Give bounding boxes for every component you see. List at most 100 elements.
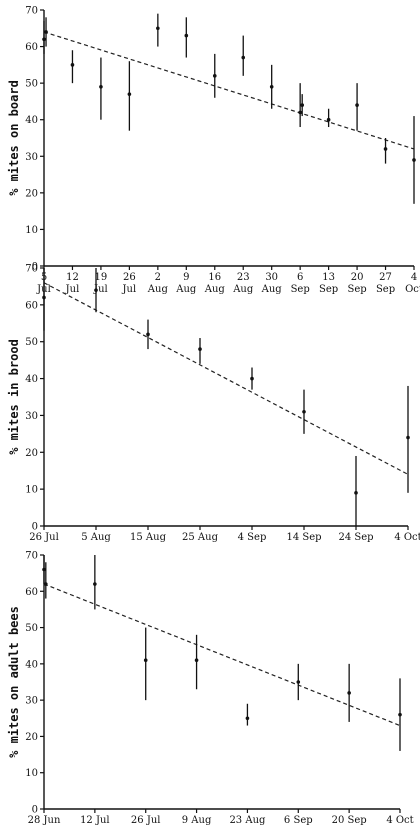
chart1-x-tick-label-month: Jul — [65, 284, 80, 295]
chart1-x-tick-label-month: Oct — [405, 284, 420, 295]
chart2-y-tick-label: 30 — [25, 411, 38, 422]
chart1-data-point — [212, 74, 217, 78]
chart1-y-tick-label: 30 — [25, 152, 38, 163]
chart3-y-tick-label: 50 — [25, 623, 38, 634]
chart3-y-tick-label: 40 — [25, 659, 38, 670]
chart2-y-tick-label: 0 — [32, 522, 38, 533]
chart1-x-tick-label: 6 — [297, 272, 303, 283]
chart1-x-tick-label-month: Sep — [319, 284, 338, 295]
chart2-data-point — [42, 295, 46, 300]
chart2-trend-line — [43, 282, 409, 475]
chart3-y-tick-label: 20 — [25, 732, 38, 743]
chart1-y-tick-label: 20 — [25, 188, 38, 199]
chart1-x-tick-label: 27 — [379, 272, 392, 283]
chart2-data-point — [250, 376, 254, 381]
chart1-trend-line — [43, 31, 415, 150]
chart1-x-tick-label: 20 — [351, 272, 364, 283]
chart3-x-tick-label: 9 Aug — [182, 815, 212, 826]
chart1-y-tick-label: 10 — [25, 225, 38, 236]
chart1-x-tick-label: 12 — [66, 272, 79, 283]
chart1-data-point — [412, 158, 416, 162]
chart1-x-tick-label: 19 — [95, 272, 108, 283]
chart1-y-tick-label: 70 — [25, 6, 38, 17]
chart3-data-point — [143, 658, 148, 663]
chart1-x-tick-label-month: Aug — [204, 284, 226, 295]
chart1-x-tick-label: 23 — [237, 272, 250, 283]
chart2-y-tick-label: 50 — [25, 337, 38, 348]
chart2-data-point — [94, 288, 98, 292]
chart1-x-tick-label-month: Aug — [261, 284, 283, 295]
chart1-y-tick-label: 0 — [32, 262, 38, 273]
chart3-data-point — [194, 658, 199, 663]
chart1-x-tick-label: 30 — [265, 272, 278, 283]
chart2-y-tick-label: 10 — [25, 485, 38, 496]
chart3-x-tick-label: 23 Aug — [229, 815, 266, 826]
chart2-x-tick-label: 26 Jul — [29, 532, 59, 543]
chart1-data-point — [127, 92, 132, 96]
chart1-data-point — [269, 85, 274, 89]
chart2-y-tick-label: 40 — [25, 374, 38, 385]
chart1-data-point — [326, 117, 331, 122]
chart2-x-tick-label: 25 Aug — [182, 532, 219, 543]
chart1-y-tick-label: 60 — [25, 42, 38, 53]
chart3-y-tick-label: 0 — [32, 805, 38, 816]
chart1-x-tick-label: 2 — [155, 272, 161, 283]
chart1-x-tick-label-month: Aug — [232, 284, 254, 295]
chart2-y-axis-title: % mites in brood — [7, 339, 21, 455]
chart2-data-point — [406, 435, 410, 440]
chart1-data-point — [298, 110, 302, 115]
chart3-y-tick-label: 60 — [25, 587, 38, 598]
chart3-x-tick-label: 20 Sep — [332, 815, 367, 826]
chart3-x-tick-label: 6 Sep — [284, 815, 313, 826]
chart1-x-tick-label: 26 — [123, 272, 136, 283]
chart2-data-point — [198, 347, 202, 351]
chart2-data-point — [354, 491, 358, 495]
chart1-x-tick-label: 9 — [183, 272, 189, 283]
chart3-y-tick-label: 30 — [25, 696, 38, 707]
chart3-x-tick-label: 4 Oct — [386, 815, 413, 826]
chart3-data-point — [296, 680, 301, 684]
chart1-data-point — [44, 30, 48, 34]
chart3-y-axis-title: % mites on adult bees — [7, 606, 21, 758]
chart2-data-point — [146, 332, 150, 337]
chart1-data-point — [355, 103, 359, 107]
chart2-data-point — [302, 409, 306, 414]
chart1-x-tick-label-month: Sep — [376, 284, 395, 295]
chart2-x-tick-label: 5 Aug — [81, 532, 111, 543]
chart1-x-tick-label: 16 — [208, 272, 221, 283]
chart1-x-tick-label-month: Aug — [147, 284, 169, 295]
chart1-x-tick-label-month: Jul — [122, 284, 137, 295]
chart1-y-tick-label: 50 — [25, 79, 38, 90]
chart3-y-tick-label: 70 — [25, 551, 38, 562]
chart2-y-tick-label: 70 — [25, 264, 38, 275]
chart3-data-point — [44, 582, 48, 586]
chart1-data-point — [241, 55, 246, 60]
chart3-data-point — [42, 567, 46, 572]
chart2-x-tick-label: 4 Sep — [238, 532, 267, 543]
chart3-y-tick-label: 10 — [25, 768, 38, 779]
chart2-y-tick-label: 20 — [25, 448, 38, 459]
chart1-data-point — [300, 103, 304, 107]
chart1-y-axis-title: % mites on board — [7, 80, 21, 196]
chart1-data-point — [70, 63, 75, 67]
chart1-x-tick-label: 4 — [411, 272, 417, 283]
chart3-data-point — [93, 582, 97, 586]
chart1-data-point — [184, 33, 189, 38]
chart1-x-tick-label-month: Jul — [93, 284, 108, 295]
chart3-data-point — [245, 716, 250, 721]
chart1-x-tick-label: 13 — [322, 272, 335, 283]
chart2-x-tick-label: 14 Sep — [286, 532, 321, 543]
chart1-data-point — [156, 26, 160, 31]
chart3-x-tick-label: 28 Jun — [28, 815, 61, 826]
chart3-trend-line — [43, 583, 401, 727]
chart1-data-point — [99, 85, 103, 89]
chart2-x-tick-label: 24 Sep — [338, 532, 373, 543]
chart2-x-tick-label: 15 Aug — [130, 532, 167, 543]
chart1-data-point — [42, 37, 46, 42]
chart1-x-tick-label-month: Aug — [175, 284, 197, 295]
chart1-x-tick-label-month: Sep — [347, 284, 366, 295]
chart2-x-tick-label: 4 Oct — [394, 532, 420, 543]
chart1-data-point — [383, 147, 388, 151]
chart3-x-tick-label: 26 Jul — [131, 815, 161, 826]
